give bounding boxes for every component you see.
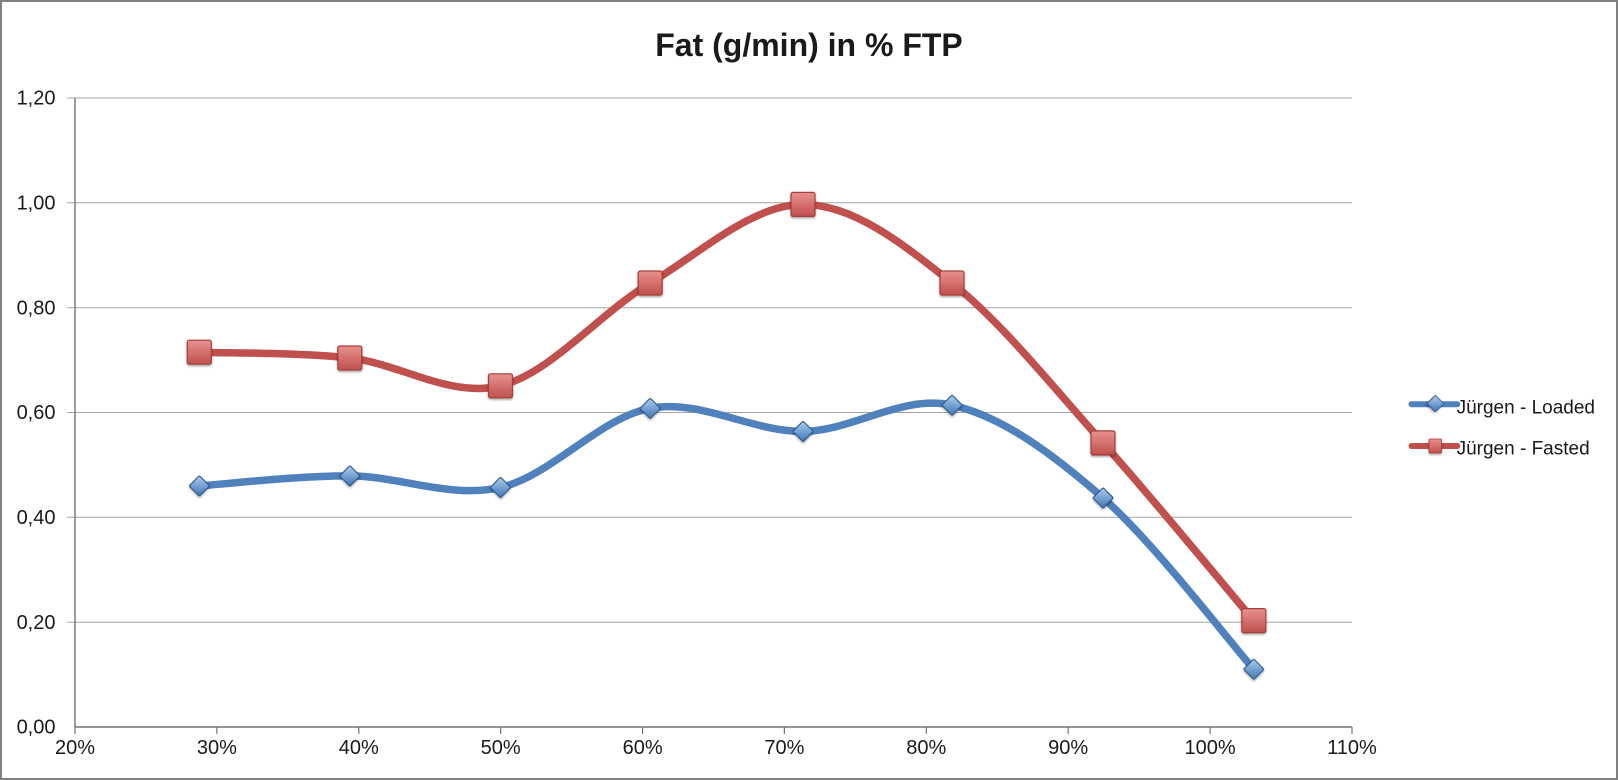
svg-text:1,00: 1,00: [17, 193, 56, 215]
svg-text:1,20: 1,20: [17, 88, 56, 110]
svg-text:60%: 60%: [623, 737, 663, 759]
svg-text:90%: 90%: [1048, 737, 1088, 759]
svg-text:70%: 70%: [764, 737, 804, 759]
svg-text:0,80: 0,80: [17, 297, 56, 319]
svg-text:Jürgen - Fasted: Jürgen - Fasted: [1457, 439, 1590, 460]
svg-text:110%: 110%: [1327, 737, 1377, 759]
svg-text:0,20: 0,20: [17, 612, 56, 634]
svg-text:80%: 80%: [906, 737, 946, 759]
svg-text:0,60: 0,60: [17, 402, 56, 424]
svg-text:40%: 40%: [339, 737, 379, 759]
svg-text:0,40: 0,40: [17, 507, 56, 529]
svg-text:50%: 50%: [481, 737, 521, 759]
svg-text:Jürgen - Loaded: Jürgen - Loaded: [1457, 398, 1595, 419]
svg-text:30%: 30%: [197, 737, 237, 759]
svg-text:100%: 100%: [1185, 737, 1236, 759]
svg-text:0,00: 0,00: [17, 717, 56, 739]
svg-text:20%: 20%: [55, 737, 95, 759]
